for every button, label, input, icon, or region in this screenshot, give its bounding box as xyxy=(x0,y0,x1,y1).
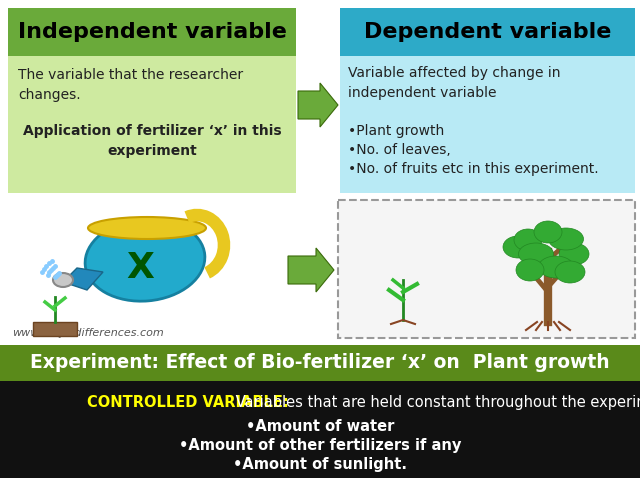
Text: •Amount of sunlight.: •Amount of sunlight. xyxy=(233,457,407,472)
Text: Experiment: Effect of Bio-fertilizer ‘x’ on  Plant growth: Experiment: Effect of Bio-fertilizer ‘x’… xyxy=(30,354,610,372)
Bar xyxy=(340,8,635,56)
Ellipse shape xyxy=(503,236,533,258)
Ellipse shape xyxy=(85,219,205,301)
Ellipse shape xyxy=(552,228,580,250)
Text: www.majordifferences.com: www.majordifferences.com xyxy=(12,328,164,338)
Polygon shape xyxy=(63,268,103,290)
Ellipse shape xyxy=(542,256,570,278)
Ellipse shape xyxy=(514,229,542,251)
Polygon shape xyxy=(288,248,334,292)
Ellipse shape xyxy=(533,221,563,243)
Bar xyxy=(8,56,296,193)
Ellipse shape xyxy=(516,259,544,281)
Text: Variables that are held constant throughout the experiment: Variables that are held constant through… xyxy=(231,395,640,410)
Ellipse shape xyxy=(53,273,73,287)
Ellipse shape xyxy=(555,261,585,283)
Text: Variable affected by change in
independent variable: Variable affected by change in independe… xyxy=(348,66,561,99)
Bar xyxy=(338,200,635,338)
Text: X: X xyxy=(126,251,154,285)
Text: •Amount of water: •Amount of water xyxy=(246,419,394,434)
Bar xyxy=(33,322,77,336)
Ellipse shape xyxy=(559,243,589,265)
Bar xyxy=(8,8,296,56)
Text: CONTROLLED VARIABLE:: CONTROLLED VARIABLE: xyxy=(87,395,289,410)
Text: •Amount of other fertilizers if any: •Amount of other fertilizers if any xyxy=(179,438,461,453)
Bar xyxy=(340,56,635,193)
Text: Application of fertilizer ‘x’ in this
experiment: Application of fertilizer ‘x’ in this ex… xyxy=(22,124,282,157)
Bar xyxy=(0,345,640,381)
Text: The variable that the researcher
changes.: The variable that the researcher changes… xyxy=(18,68,243,101)
Ellipse shape xyxy=(518,243,554,265)
Text: •No. of leaves,: •No. of leaves, xyxy=(348,143,451,157)
Ellipse shape xyxy=(88,217,206,239)
Bar xyxy=(0,381,640,478)
Polygon shape xyxy=(298,83,338,127)
Text: Dependent variable: Dependent variable xyxy=(364,22,611,42)
Text: •No. of fruits etc in this experiment.: •No. of fruits etc in this experiment. xyxy=(348,162,598,176)
Text: Independent variable: Independent variable xyxy=(17,22,287,42)
Text: •Plant growth: •Plant growth xyxy=(348,124,444,138)
